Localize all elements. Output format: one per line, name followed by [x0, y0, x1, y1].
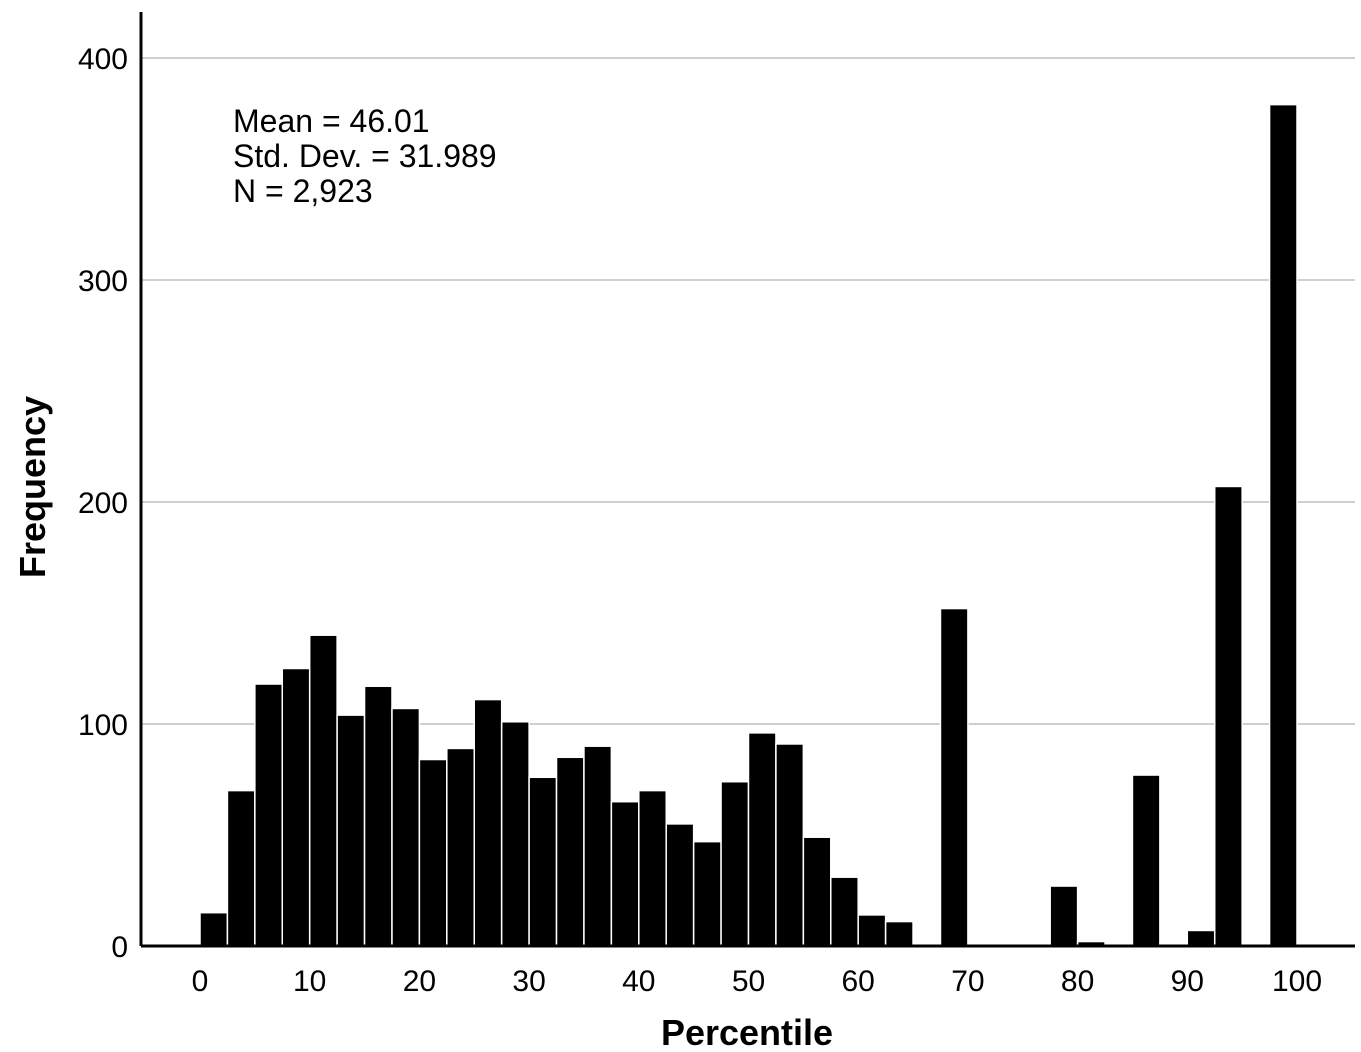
bar-25 — [884, 920, 914, 947]
y-axis-title: Frequency — [12, 396, 53, 578]
x-tick-label-30: 30 — [512, 965, 545, 998]
bar-16 — [638, 789, 667, 947]
y-tick-label-400: 400 — [78, 43, 128, 76]
bar-23 — [830, 876, 859, 947]
bar-30 — [1131, 774, 1161, 947]
bar-7 — [391, 707, 421, 947]
x-tick-label-60: 60 — [842, 965, 875, 998]
bar-15 — [610, 800, 640, 947]
bar-9 — [446, 747, 476, 947]
x-tick-label-40: 40 — [622, 965, 655, 998]
bar-3 — [281, 667, 311, 947]
bar-32 — [1186, 929, 1216, 947]
gridlines — [141, 57, 1355, 725]
x-tick-label-0: 0 — [192, 965, 209, 998]
y-tick-label-300: 300 — [78, 265, 128, 298]
x-tick-label-10: 10 — [293, 965, 326, 998]
bar-22 — [802, 836, 832, 947]
x-tick-label-50: 50 — [732, 965, 765, 998]
bar-11 — [500, 721, 530, 947]
bar-8 — [418, 758, 448, 947]
stat-n: N = 2,923 — [233, 173, 373, 209]
bar-2 — [254, 683, 284, 947]
bar-34 — [1268, 103, 1298, 947]
y-tick-label-100: 100 — [78, 709, 128, 742]
bar-19 — [720, 780, 750, 947]
bar-20 — [747, 732, 777, 947]
bar-0 — [199, 911, 229, 947]
y-tick-label-0: 0 — [111, 931, 128, 964]
bar-10 — [473, 698, 503, 947]
bar-17 — [665, 823, 695, 947]
bar-18 — [692, 840, 722, 947]
x-axis-ticks: 0 10 20 30 40 50 60 70 80 90 100 — [192, 965, 1322, 998]
bar-12 — [528, 776, 558, 947]
x-tick-label-80: 80 — [1061, 965, 1094, 998]
x-axis-title: Percentile — [661, 1012, 833, 1052]
bar-6 — [363, 685, 393, 947]
bar-24 — [857, 914, 887, 947]
stat-mean: Mean = 46.01 — [233, 103, 430, 139]
bars — [199, 103, 1298, 947]
bar-28 — [1049, 885, 1079, 947]
stat-std-dev: Std. Dev. = 31.989 — [233, 138, 497, 174]
y-tick-label-200: 200 — [78, 487, 128, 520]
bar-21 — [775, 743, 805, 947]
bar-14 — [583, 745, 613, 947]
bar-26 — [939, 607, 969, 947]
bar-4 — [308, 634, 338, 947]
x-tick-label-90: 90 — [1171, 965, 1204, 998]
bar-5 — [336, 714, 366, 947]
x-tick-label-20: 20 — [403, 965, 436, 998]
x-tick-label-70: 70 — [951, 965, 984, 998]
bar-1 — [226, 789, 256, 947]
bar-33 — [1213, 485, 1243, 947]
statistics-annotation: Mean = 46.01 Std. Dev. = 31.989 N = 2,92… — [233, 103, 497, 209]
x-tick-label-100: 100 — [1272, 965, 1322, 998]
bar-13 — [555, 756, 585, 947]
y-axis-ticks: 0 100 200 300 400 — [78, 43, 128, 964]
